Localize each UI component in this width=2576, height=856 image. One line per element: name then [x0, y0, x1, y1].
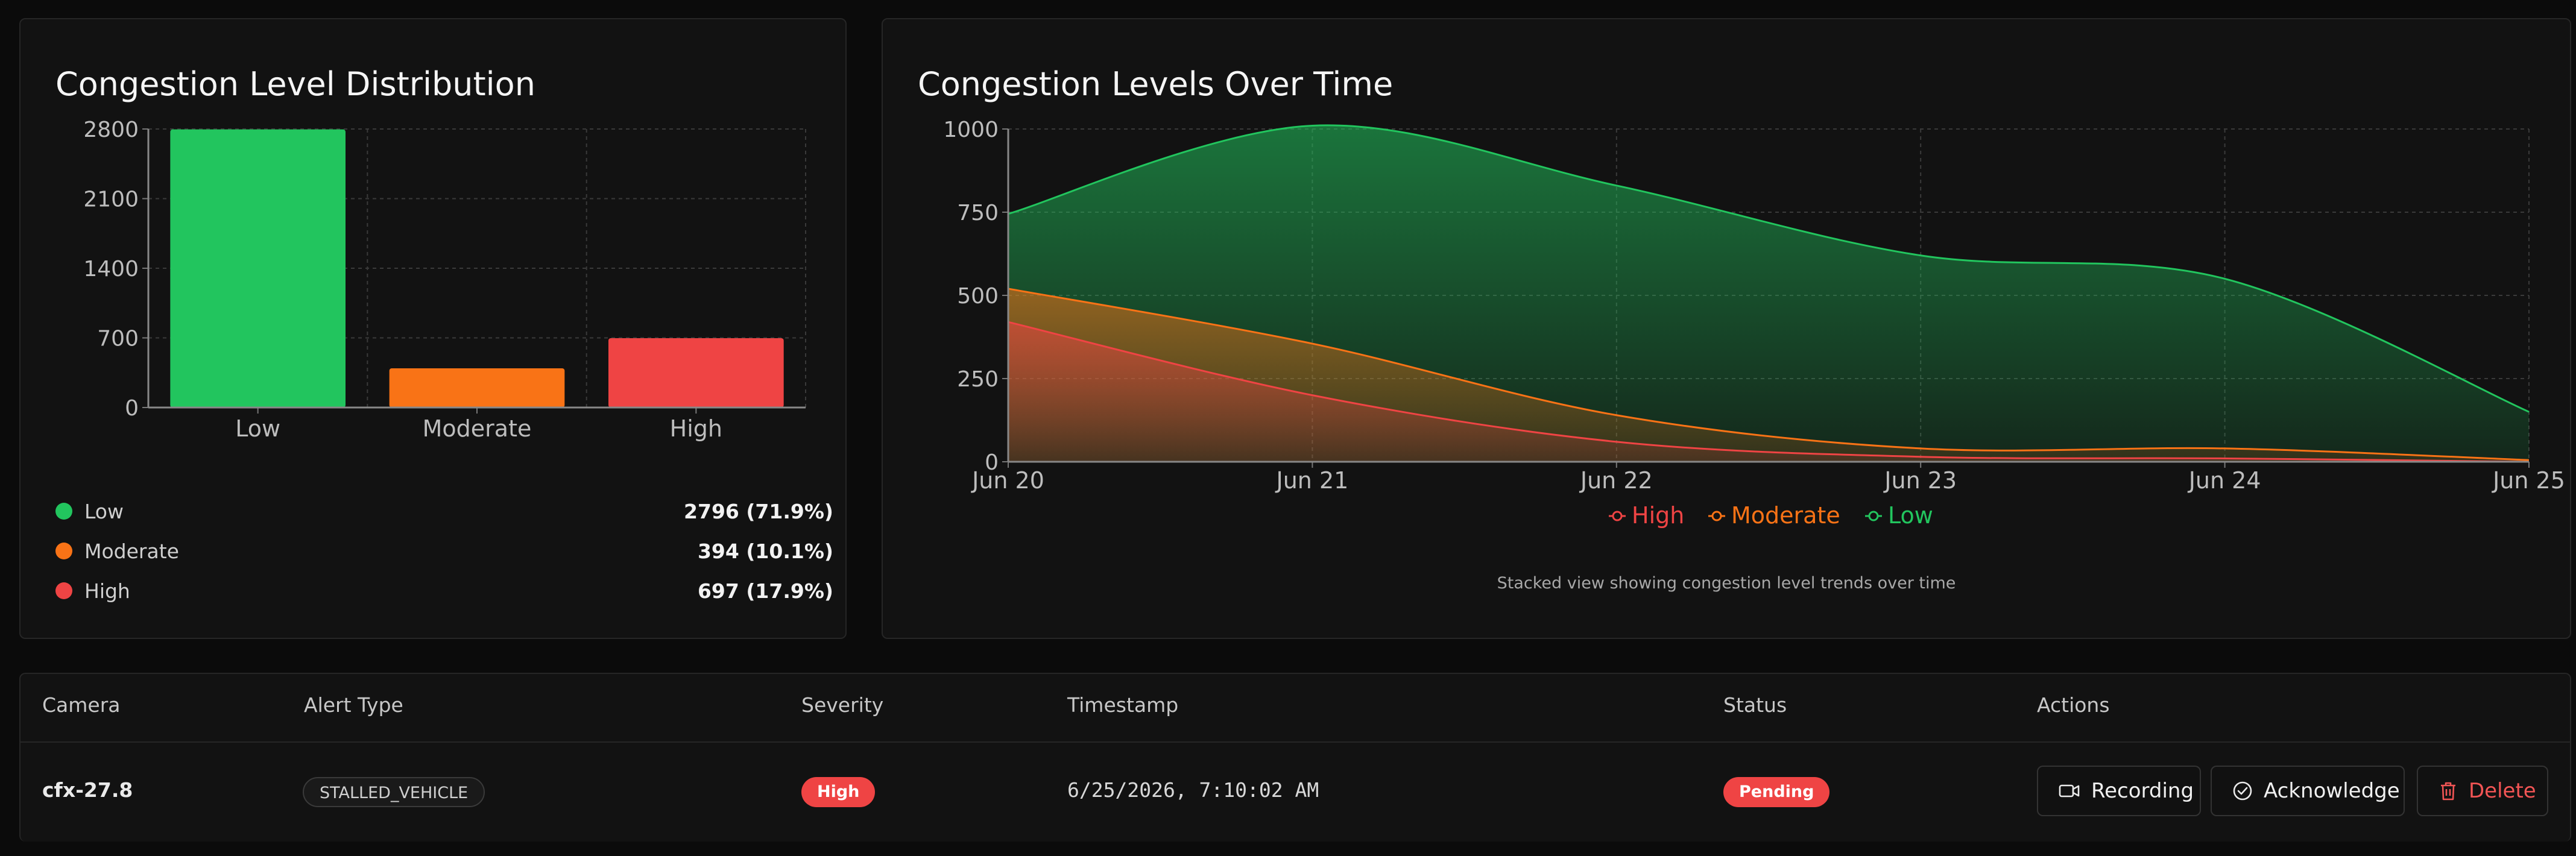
status-badge: Pending — [1723, 777, 1830, 807]
timeline-title: Congestion Levels Over Time — [918, 65, 1394, 103]
bar-tick-label-y: 1400 — [83, 257, 139, 282]
legend-dot-low — [55, 503, 72, 520]
legend-row-high: High 697 (17.9%) — [55, 575, 833, 606]
legend-dot-moderate — [55, 543, 72, 559]
legend-marker-moderate — [1711, 511, 1722, 521]
table-divider — [19, 741, 2571, 743]
legend-label-high: High — [1632, 502, 1684, 529]
legend-marker-high — [1612, 511, 1623, 521]
timeline-caption: Stacked view showing congestion level tr… — [1497, 574, 1956, 593]
header-status: Status — [1723, 693, 1787, 717]
trash-icon — [2441, 782, 2455, 801]
acknowledge-label: Acknowledge — [2264, 779, 2400, 803]
legend-value-high: 697 (17.9%) — [697, 579, 833, 603]
bar-tick-label-x: High — [670, 415, 722, 442]
legend-label-moderate: Moderate — [84, 539, 179, 563]
area-tick-label-y: 250 — [957, 367, 999, 392]
bar-tick-label-y: 2100 — [83, 187, 139, 212]
header-actions: Actions — [2037, 693, 2110, 717]
cell-camera: cfx-27.8 — [42, 778, 133, 802]
header-camera: Camera — [42, 693, 121, 717]
header-alert-type: Alert Type — [304, 693, 403, 717]
area-line-high — [1008, 321, 2530, 463]
area-tick-label-y: 750 — [957, 201, 999, 225]
area-line-moderate — [1008, 288, 2530, 461]
bar-tick-label-x: Low — [235, 415, 280, 442]
recording-label: Recording — [2091, 779, 2194, 803]
area-tick-label-x: Jun 22 — [1579, 467, 1653, 494]
bar-tick-label-y: 700 — [97, 327, 139, 351]
cell-timestamp: 6/25/2026, 7:10:02 AM — [1067, 778, 1319, 802]
legend-value-moderate: 394 (10.1%) — [697, 539, 833, 563]
severity-badge: High — [801, 777, 876, 807]
distribution-title: Congestion Level Distribution — [55, 65, 535, 103]
alert-type-badge: STALLED_VEHICLE — [303, 777, 485, 807]
bar-high — [608, 338, 784, 408]
legend-label-low: Low — [84, 499, 124, 523]
acknowledge-button[interactable]: Acknowledge — [2211, 766, 2405, 816]
header-timestamp: Timestamp — [1067, 693, 1179, 717]
legend-label-high: High — [84, 579, 130, 603]
legend-dot-high — [55, 582, 72, 599]
timeline-card: Congestion Levels Over Time 0 250 500 750 10… — [882, 18, 2571, 639]
bar-moderate — [389, 368, 565, 408]
header-severity: Severity — [801, 693, 884, 717]
bar-low — [170, 129, 346, 408]
delete-button[interactable]: Delete — [2417, 766, 2548, 816]
area-tick-label-y: 1000 — [943, 118, 999, 142]
area-tick-label-y: 500 — [957, 284, 999, 309]
area-tick-label-x: Jun 21 — [1275, 467, 1348, 494]
recording-button[interactable]: Recording — [2037, 766, 2201, 816]
area-tick-label-x: Jun 20 — [971, 467, 1044, 494]
legend-label-low: Low — [1888, 502, 1933, 529]
area-tick-label-y: 0 — [985, 450, 999, 475]
distribution-card: Congestion Level Distribution 0 700 1400 21… — [19, 18, 847, 639]
legend-marker-low — [1868, 511, 1879, 521]
bar-tick-label-y: 0 — [125, 396, 139, 421]
area-tick-label-x: Jun 23 — [1883, 467, 1957, 494]
bar-tick-label-x: Moderate — [423, 415, 532, 442]
legend-row-low: Low 2796 (71.9%) — [55, 496, 833, 527]
area-line-low — [1008, 124, 2530, 413]
delete-label: Delete — [2469, 779, 2536, 803]
legend-value-low: 2796 (71.9%) — [684, 499, 833, 523]
bar-tick-label-y: 2800 — [83, 118, 139, 142]
area-tick-label-x: Jun 25 — [2492, 467, 2565, 494]
area-fill-high — [1008, 322, 2529, 462]
check-circle-icon — [2233, 781, 2252, 801]
area-tick-label-x: Jun 24 — [2188, 467, 2261, 494]
legend-row-moderate: Moderate 394 (10.1%) — [55, 535, 833, 567]
legend-label-moderate: Moderate — [1731, 502, 1840, 529]
timeline-area-chart: 0 250 500 750 1000 Jun 20 Jun 21 Jun 22 Jun 23 Ju… — [943, 118, 2565, 529]
video-camera-icon — [2059, 784, 2080, 798]
distribution-bar-chart: 0 700 1400 2100 2800 Low Moderate High — [83, 118, 806, 442]
